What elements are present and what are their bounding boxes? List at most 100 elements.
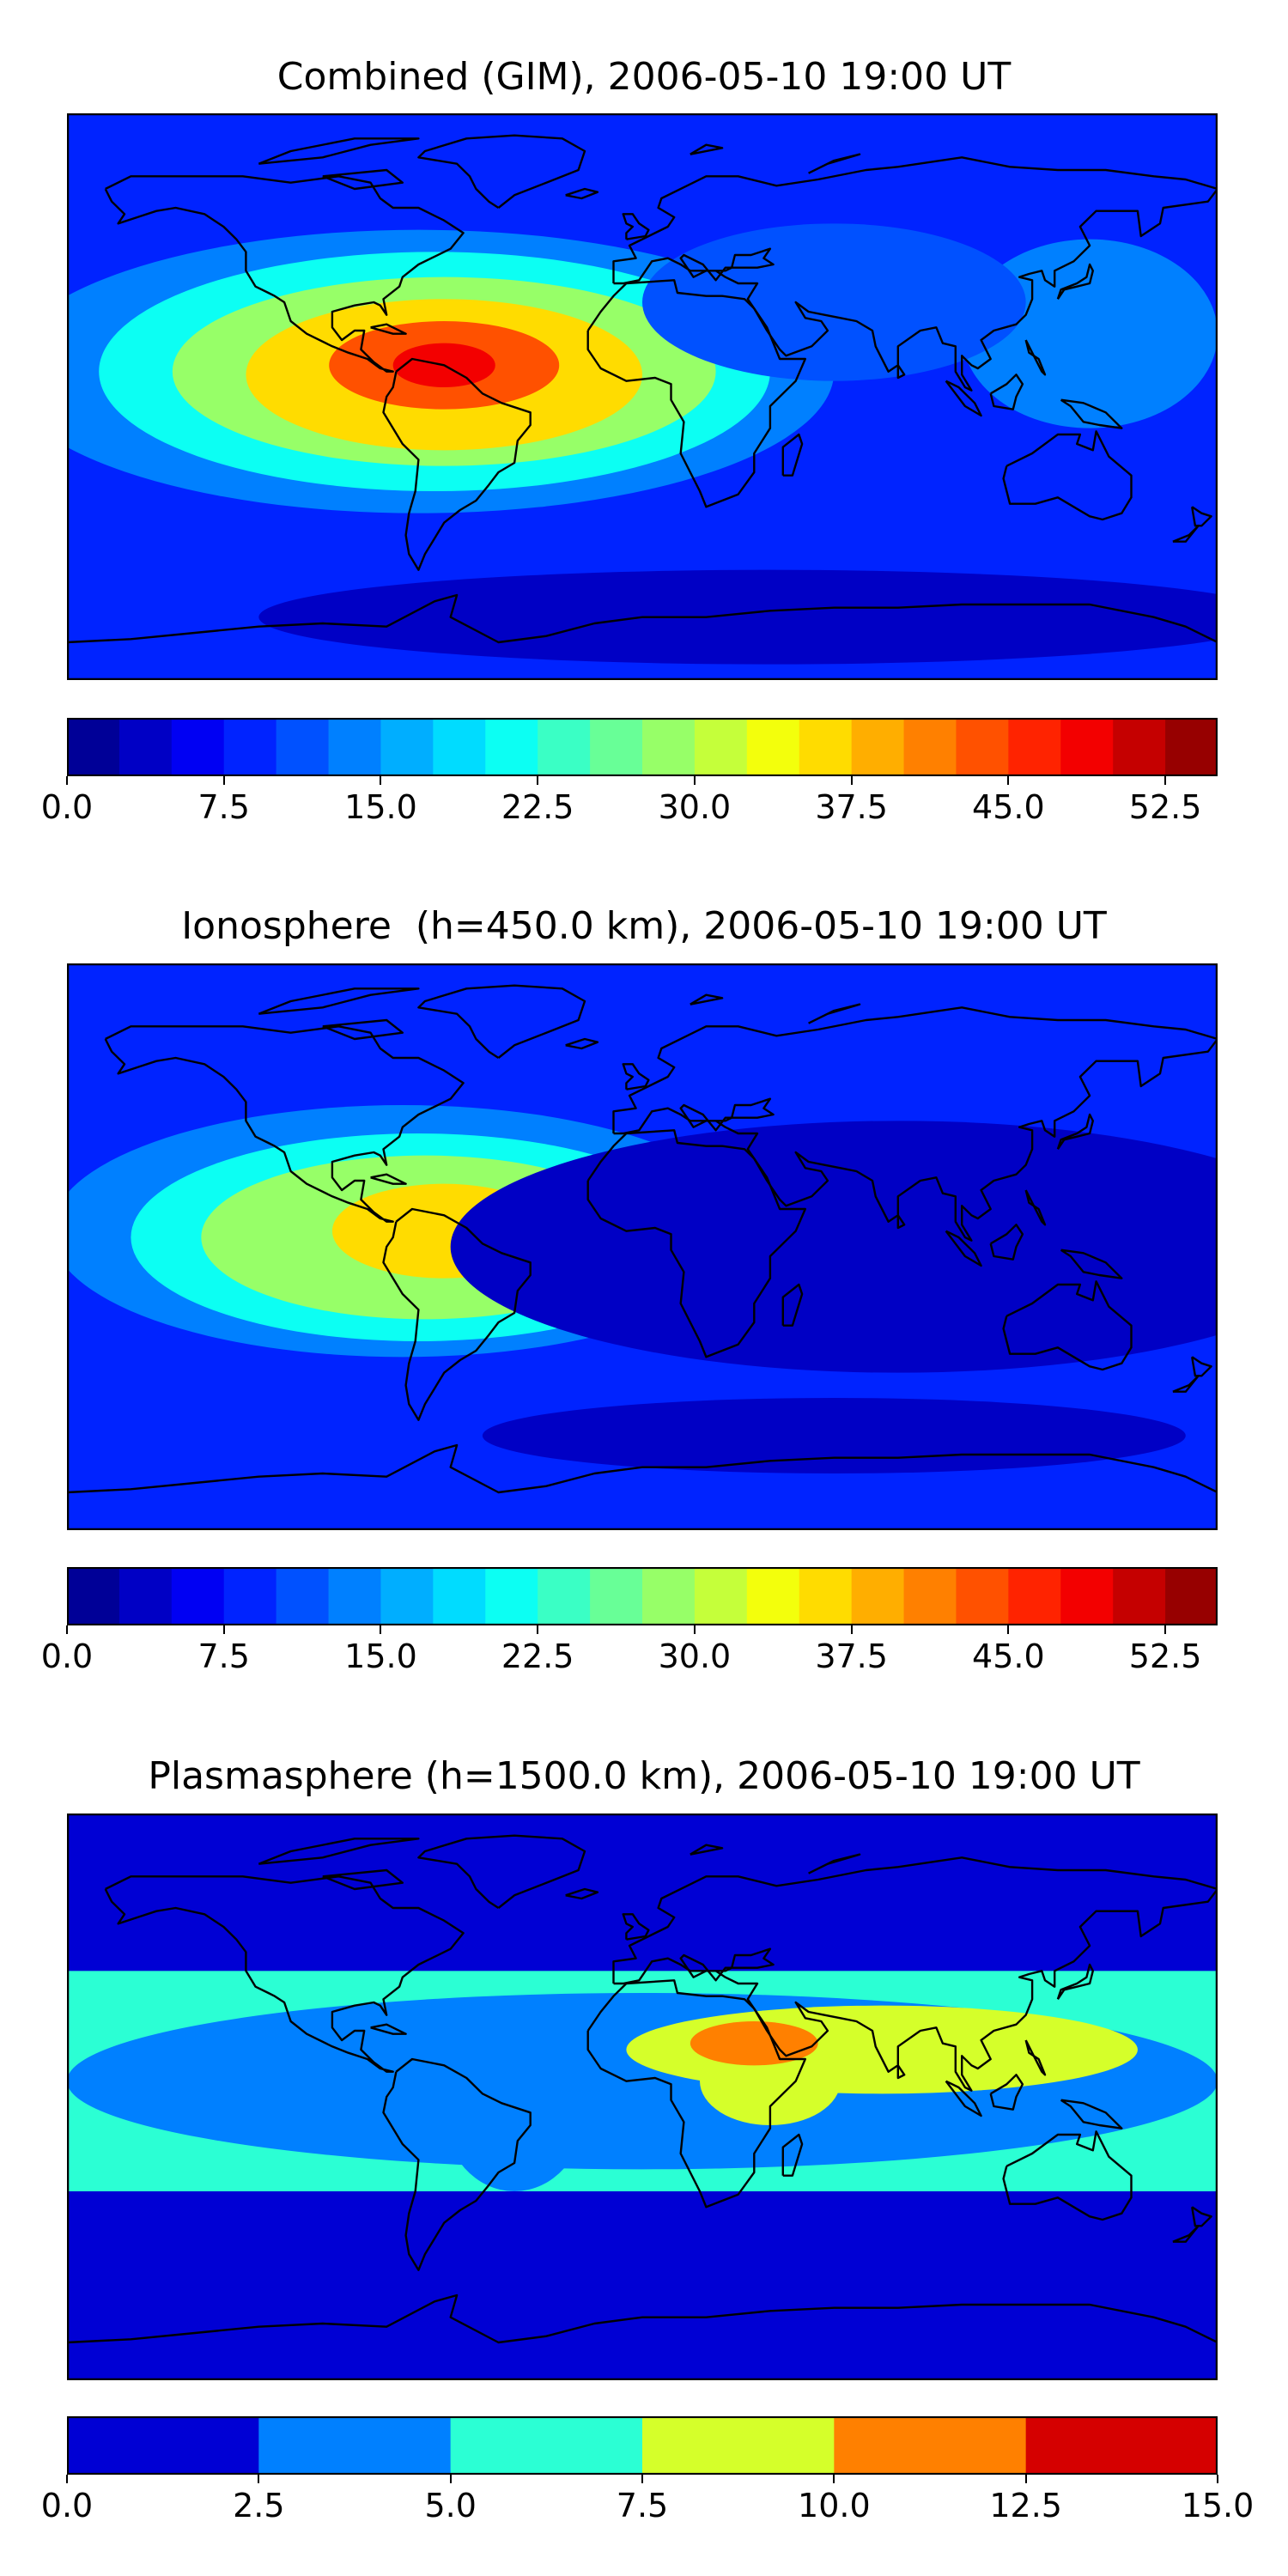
coastline: [781, 2133, 804, 2177]
coastline: [896, 2064, 906, 2080]
colorbar-tick-mark: [641, 2475, 643, 2483]
coastline: [1002, 1280, 1133, 1371]
colorbar-segment: [799, 1567, 853, 1625]
colorbar-segment: [171, 718, 225, 776]
colorbar-segment: [1008, 718, 1061, 776]
colorbar-tick-label: 7.5: [197, 1637, 250, 1675]
coastline: [382, 1207, 532, 1421]
colorbar-segment: [1008, 1567, 1061, 1625]
colorbar-frame: [67, 1567, 1218, 1625]
coastline: [1024, 1189, 1047, 1226]
colorbar-tick-mark: [850, 1625, 853, 1634]
colorbar-segment: [851, 718, 905, 776]
panel-3-colorbar: [67, 2416, 1218, 2475]
coastline: [370, 323, 407, 335]
coastline: [945, 380, 982, 417]
colorbar-tick-label: 15.0: [344, 1637, 417, 1675]
colorbar-tick-mark: [537, 1625, 539, 1634]
colorbar-segment: [642, 718, 696, 776]
colorbar-segment: [1060, 1567, 1114, 1625]
coastline: [104, 1875, 465, 2073]
colorbar-tick-label: 22.5: [501, 788, 574, 826]
colorbar-segment: [1113, 1567, 1166, 1625]
colorbar-segment: [694, 1567, 748, 1625]
colorbar-segment: [67, 2416, 259, 2475]
coastline: [67, 1443, 1218, 1494]
colorbar-tick-mark: [258, 2475, 260, 2483]
coastline: [612, 1006, 1218, 1242]
colorbar-segment: [834, 2416, 1027, 2475]
colorbar-tick-label: 15.0: [344, 788, 417, 826]
coastline: [565, 187, 599, 200]
colorbar-segment: [433, 1567, 486, 1625]
coastline: [1024, 2039, 1047, 2076]
colorbar-segment: [1025, 2416, 1218, 2475]
coastline: [1056, 1963, 1095, 2000]
coastline: [808, 1853, 861, 1874]
colorbar-segment: [67, 1567, 120, 1625]
colorbar-tick-label: 7.5: [616, 2487, 669, 2524]
panel-3-map: [67, 1814, 1218, 2380]
coastline: [1191, 2206, 1212, 2227]
coastline: [612, 156, 1218, 392]
coastline: [989, 374, 1024, 410]
colorbar-segment: [694, 718, 748, 776]
colorbar-segment: [1113, 718, 1166, 776]
coastline: [690, 993, 724, 1005]
colorbar-segment: [328, 1567, 381, 1625]
colorbar-segment: [1165, 718, 1218, 776]
contour-region: [962, 239, 1218, 428]
coastline: [1060, 1249, 1123, 1279]
colorbar-segment: [851, 1567, 905, 1625]
colorbar-tick-label: 0.0: [40, 788, 94, 826]
coastline: [370, 1173, 407, 1185]
colorbar-segment: [1060, 718, 1114, 776]
colorbar-tick-mark: [693, 776, 696, 785]
colorbar-tick-label: 15.0: [1181, 2487, 1255, 2524]
colorbar-tick-mark: [1007, 1625, 1010, 1634]
coastline: [586, 1979, 806, 2208]
coastline: [1060, 398, 1123, 429]
colorbar-tick-mark: [66, 2475, 68, 2483]
colorbar-segment: [433, 718, 486, 776]
colorbar-tick-mark: [222, 776, 225, 785]
colorbar-tick-mark: [222, 1625, 225, 1634]
contour-region: [444, 2033, 585, 2191]
colorbar-segment: [903, 1567, 957, 1625]
colorbar-segment: [956, 718, 1009, 776]
colorbar-segment: [276, 718, 330, 776]
map-frame: [67, 963, 1218, 1530]
contour-region: [258, 569, 1218, 665]
colorbar-segment: [328, 718, 381, 776]
colorbar-tick-label: 45.0: [972, 1637, 1045, 1675]
panel-2-title: Ionosphere (h=450.0 km), 2006-05-10 19:0…: [181, 904, 1107, 948]
coastline: [1172, 1375, 1200, 1393]
colorbar-tick-mark: [1217, 2475, 1218, 2483]
colorbar-segment: [799, 718, 853, 776]
colorbar-tick-mark: [66, 776, 68, 785]
colorbar-tick-label: 12.5: [989, 2487, 1062, 2524]
colorbar-segment: [276, 1567, 330, 1625]
colorbar-segment: [380, 1567, 434, 1625]
colorbar-tick-mark: [380, 1625, 382, 1634]
coastline: [322, 1018, 404, 1041]
coastline: [1056, 263, 1095, 300]
map-frame: [67, 113, 1218, 680]
panel-2-colorbar: [67, 1567, 1218, 1625]
coastline: [258, 987, 420, 1015]
colorbar-tick-mark: [1164, 776, 1167, 785]
colorbar-tick-label: 45.0: [972, 788, 1045, 826]
coastline: [565, 1037, 599, 1050]
colorbar-tick-label: 52.5: [1128, 1637, 1202, 1675]
colorbar-segment: [746, 718, 800, 776]
contour-region: [690, 2021, 818, 2066]
coastline: [417, 984, 586, 1060]
colorbar-segment: [485, 1567, 538, 1625]
coastline: [622, 213, 650, 240]
coastline: [781, 433, 804, 477]
colorbar-tick-mark: [833, 2475, 835, 2483]
coastline: [1191, 506, 1212, 527]
colorbar-segment: [485, 718, 538, 776]
coastline: [622, 1063, 650, 1091]
coastline: [370, 2023, 407, 2035]
